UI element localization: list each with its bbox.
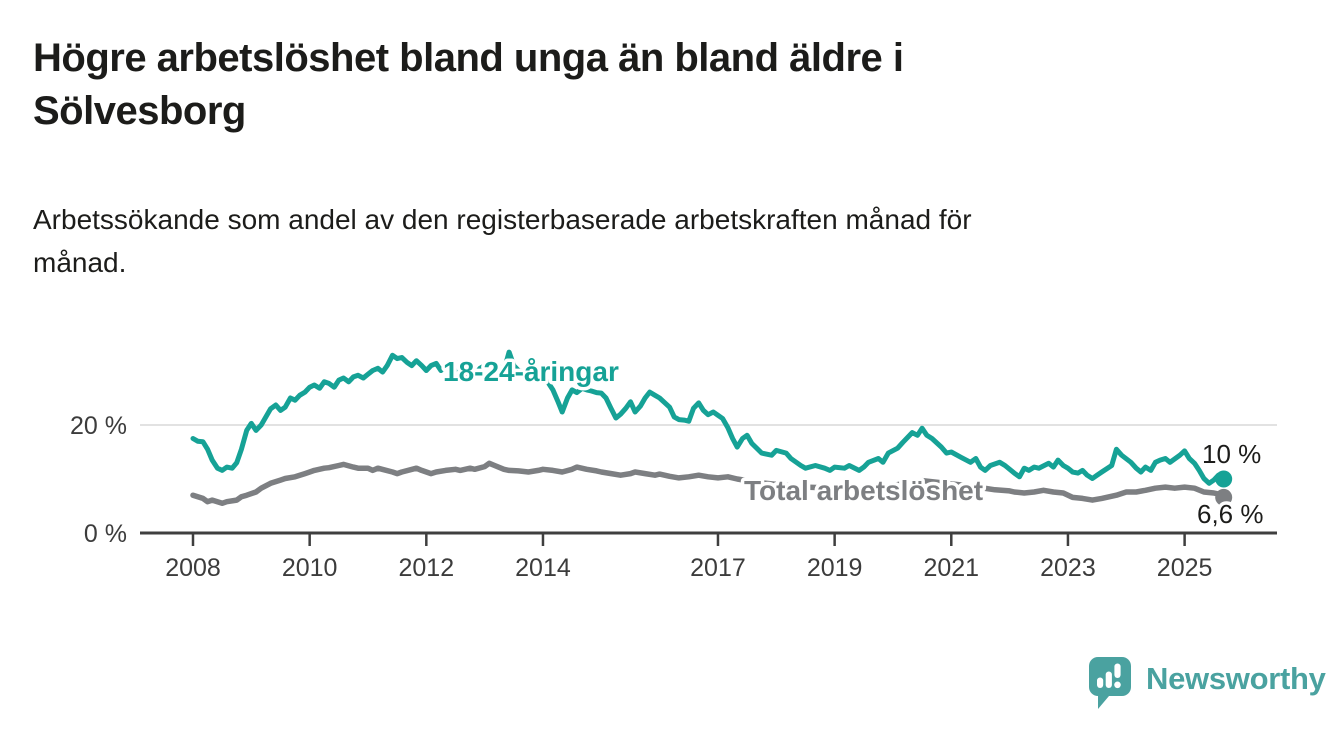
x-tick-label-2012: 2012 bbox=[399, 554, 455, 582]
series-end-dot-0 bbox=[1215, 470, 1233, 488]
series-end-label-1: 6,6 % bbox=[1197, 499, 1264, 529]
series-line-0 bbox=[190, 349, 1227, 486]
series-end-dot-1 bbox=[1215, 488, 1233, 506]
page-title: Högre arbetslöshet bland unga än bland ä… bbox=[33, 32, 1273, 138]
page-title-line2: Sölvesborg bbox=[33, 89, 246, 133]
page-subtitle-line1: Arbetssökande som andel av den registerb… bbox=[33, 204, 972, 235]
x-tick-label-2010: 2010 bbox=[282, 554, 338, 582]
x-tick-label-2017: 2017 bbox=[690, 554, 746, 582]
x-tick-label-2023: 2023 bbox=[1040, 554, 1096, 582]
newsworthy-logo-icon bbox=[1089, 657, 1131, 709]
x-tick-label-2025: 2025 bbox=[1157, 554, 1213, 582]
page-subtitle-line2: månad. bbox=[33, 247, 127, 278]
series-end-label-0: 10 % bbox=[1202, 439, 1261, 469]
series-label-0: 18-24-åringar bbox=[443, 356, 619, 387]
series-label-1: Total arbetslöshet bbox=[744, 475, 983, 506]
x-tick-label-2014: 2014 bbox=[515, 554, 571, 582]
y-tick-label-20: 20 % bbox=[70, 412, 127, 440]
x-tick-label-2019: 2019 bbox=[807, 554, 863, 582]
chart-canvas: 2008 2010 2012 2014 2017 2019 2021 2023 2025 0 % 2… bbox=[70, 349, 1277, 582]
y-tick-label-0: 0 % bbox=[84, 520, 127, 548]
newsworthy-branding: Newsworthy bbox=[1086, 655, 1326, 711]
series-line-1 bbox=[190, 460, 1227, 507]
page-subtitle: Arbetssökande som andel av den registerb… bbox=[33, 198, 1273, 284]
newsworthy-wordmark: Newsworthy bbox=[1146, 661, 1326, 696]
unemployment-line-chart: 2008 2010 2012 2014 2017 2019 2021 2023 2025 0 % 2… bbox=[0, 325, 1340, 625]
page-title-line1: Högre arbetslöshet bland unga än bland ä… bbox=[33, 36, 904, 80]
x-tick-label-2008: 2008 bbox=[165, 554, 221, 582]
x-tick-label-2021: 2021 bbox=[923, 554, 979, 582]
